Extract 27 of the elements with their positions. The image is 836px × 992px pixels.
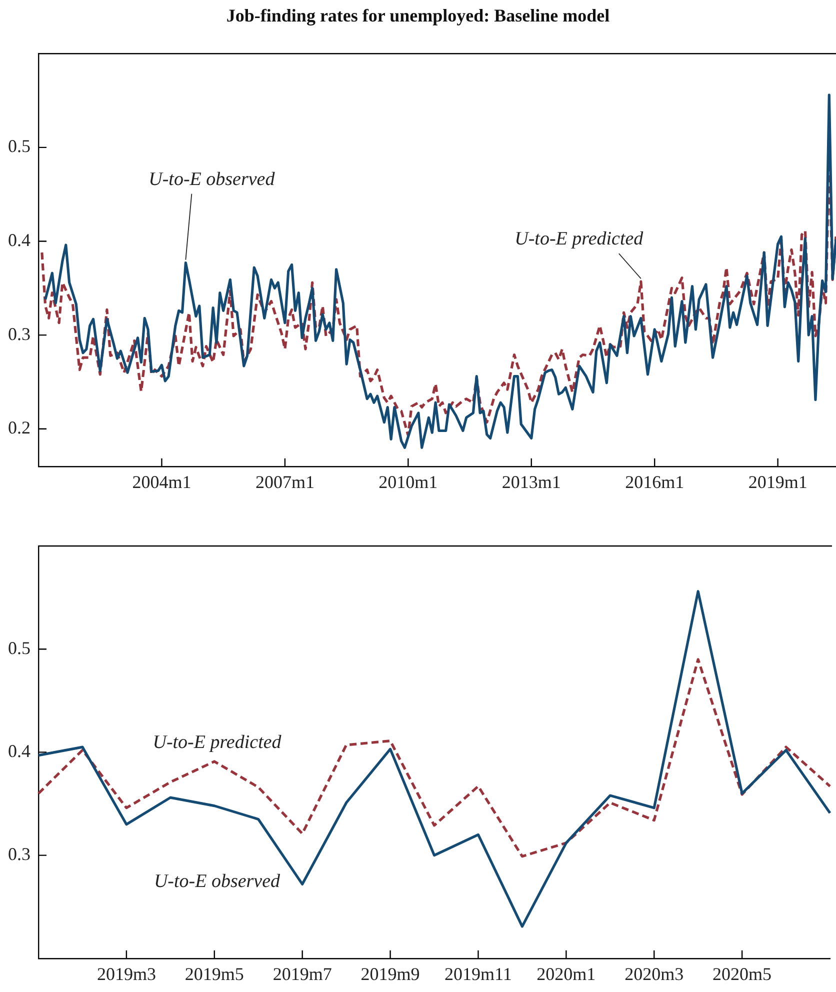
x-tick-label: 2013m1 <box>502 472 561 492</box>
y-tick-label: 0.3 <box>8 844 30 864</box>
x-tick-label: 2019m9 <box>360 964 420 984</box>
x-tick-label: 2019m5 <box>184 964 244 984</box>
x-tick-label: 2019m1 <box>748 472 808 492</box>
x-tick-label: 2016m1 <box>625 472 684 492</box>
x-tick-label: 2004m1 <box>132 472 192 492</box>
x-tick-label: 2020m5 <box>712 964 772 984</box>
x-tick-label: 2019m7 <box>272 964 332 984</box>
series-label: U-to-E predicted <box>152 732 282 753</box>
x-tick-label: 2010m1 <box>378 472 438 492</box>
x-tick-label: 2007m1 <box>255 472 314 492</box>
y-tick-label: 0.4 <box>8 740 30 761</box>
x-tick-label: 2020m1 <box>536 964 596 984</box>
y-tick-label: 0.5 <box>8 638 30 658</box>
x-tick-label: 2019m11 <box>444 964 512 984</box>
annotation: U-to-E observed <box>148 168 276 190</box>
series-label: U-to-E observed <box>154 871 281 892</box>
x-tick-label: 2019m3 <box>96 964 156 984</box>
chart-title: Job-finding rates for unemployed: Baseline model <box>226 5 610 26</box>
annotation: U-to-E predicted <box>514 228 644 250</box>
line-series <box>37 658 832 858</box>
y-tick-label: 0.5 <box>8 136 30 156</box>
y-tick-label: 0.3 <box>8 324 30 344</box>
y-tick-label: 0.4 <box>8 230 30 250</box>
y-tick-label: 0.2 <box>8 418 30 438</box>
x-tick-label: 2020m3 <box>624 964 684 984</box>
